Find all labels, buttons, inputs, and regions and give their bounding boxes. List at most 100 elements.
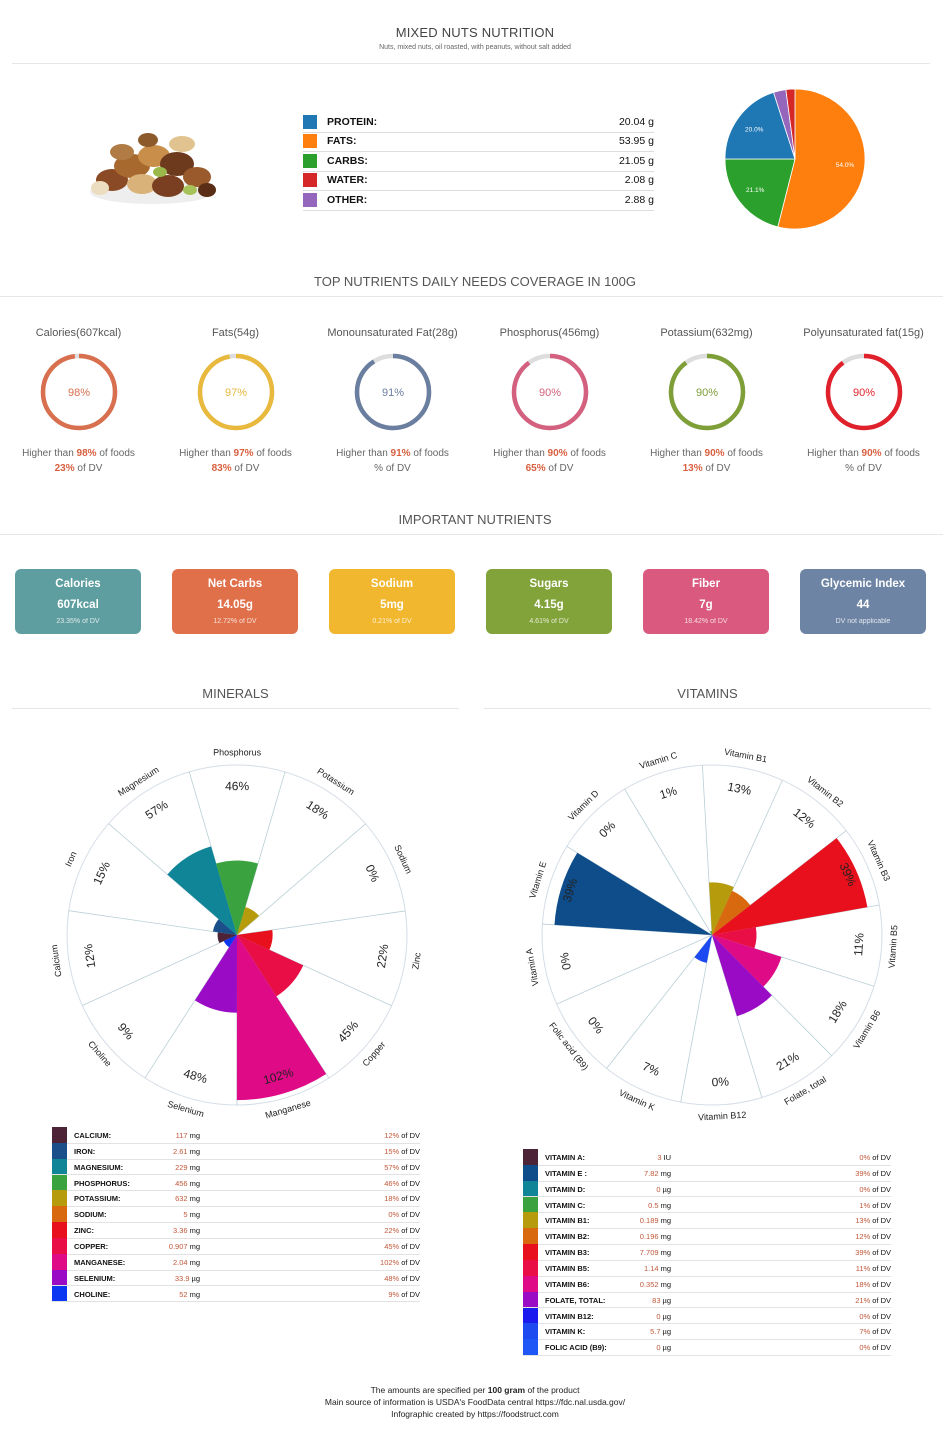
- nutrient-name: PHOSPHORUS:: [74, 1178, 130, 1188]
- coverage-label: Monounsaturated Fat(28g): [327, 327, 458, 339]
- polar-axis-label: Vitamin B12: [698, 1110, 747, 1123]
- coverage-percent: 98%: [67, 387, 89, 399]
- nutrient-amount: 0.352 mg: [639, 1279, 671, 1289]
- nutrient-card: Glycemic Index 44 DV not applicable: [800, 569, 926, 634]
- nutrient-dv: 18% of DV: [384, 1194, 420, 1204]
- macro-value: 2.08 g: [624, 174, 654, 187]
- nutrient-amount: 229 mg: [175, 1162, 200, 1172]
- coverage-dv-line: 65% of DV: [525, 463, 574, 474]
- polar-axis-label: Copper: [361, 1039, 388, 1068]
- row-swatch: [523, 1307, 538, 1324]
- pie-slice-label: 21.1%: [746, 187, 765, 194]
- coverage-item: Monounsaturated Fat(28g) 91% Higher than 9…: [314, 327, 471, 474]
- polar-value-label: 0%: [362, 862, 382, 884]
- polar-value-label: 9%: [115, 1020, 137, 1043]
- polar-value-label: 21%: [774, 1049, 802, 1074]
- nutrient-row: COPPER: 0.907 mg 45% of DV: [52, 1237, 420, 1255]
- card-dv: 18.42% of DV: [684, 618, 728, 625]
- coverage-rank-line: Higher than 98% of foods: [22, 448, 135, 459]
- coverage-item: Polyunsaturated fat(15g) 90% Higher than 9…: [785, 327, 942, 474]
- divider: [484, 708, 931, 709]
- footer-line-3: Infographic created by https://foodstruc…: [391, 1409, 559, 1419]
- row-swatch: [52, 1174, 67, 1191]
- pie-slice: [724, 91, 796, 160]
- nutrient-row: SODIUM: 5 mg 0% of DV: [52, 1206, 420, 1224]
- nutrient-dv: 102% of DV: [380, 1257, 420, 1267]
- coverage-ring: 97%: [197, 353, 274, 431]
- nutrient-dv: 57% of DV: [384, 1162, 420, 1172]
- polar-axis-label: Vitamin C: [638, 750, 679, 771]
- nutrient-amount: 52 mg: [179, 1289, 200, 1299]
- polar-axis-label: Vitamin E: [527, 860, 548, 900]
- macro-value: 53.95 g: [618, 135, 654, 148]
- polar-axis-label: Vitamin B3: [865, 839, 892, 883]
- polar-axis-label: Phosphorus: [213, 747, 262, 757]
- nutrient-dv: 39% of DV: [855, 1248, 891, 1258]
- card-value: 14.05g: [217, 599, 253, 611]
- nutrient-card: Sugars 4.15g 4.61% of DV: [486, 569, 612, 634]
- nutrient-row: VITAMIN K: 5.7 µg 7% of DV: [523, 1323, 891, 1341]
- nutrient-row: VITAMIN A: 3 IU 0% of DV: [523, 1149, 891, 1166]
- polar-axis-label: Vitamin B2: [805, 774, 845, 809]
- card-dv: 23.35% of DV: [56, 618, 100, 625]
- nutrient-name: VITAMIN D:: [545, 1184, 586, 1194]
- nutrient-name: CALCIUM:: [74, 1131, 112, 1140]
- nutrient-amount: 0.5 mg: [648, 1200, 671, 1210]
- row-swatch: [52, 1127, 67, 1143]
- row-swatch: [52, 1269, 67, 1286]
- coverage-label: Calories(607kcal): [35, 327, 122, 339]
- macro-value: 20.04 g: [618, 116, 654, 128]
- nutrient-amount: 1.14 mg: [643, 1263, 671, 1273]
- page-title: MIXED NUTS NUTRITION: [395, 25, 555, 40]
- macro-name: PROTEIN:: [327, 116, 378, 128]
- row-swatch: [523, 1149, 538, 1165]
- nutrient-row: VITAMIN B2: 0.196 mg 12% of DV: [523, 1228, 891, 1246]
- coverage-item: Fats(54g) 97% Higher than 97% of foods 83% …: [157, 327, 314, 474]
- row-swatch: [523, 1275, 538, 1292]
- row-swatch: [52, 1142, 67, 1159]
- row-swatch: [523, 1228, 538, 1245]
- card-dv: 0.21% of DV: [372, 618, 412, 625]
- polar-wedge: [167, 846, 237, 935]
- macro-name: OTHER:: [327, 193, 368, 206]
- polar-wedge: [217, 932, 237, 944]
- nutrient-row: MANGANESE: 2.04 mg 102% of DV: [52, 1253, 420, 1271]
- divider: [12, 63, 930, 64]
- legend-swatch: [303, 173, 317, 188]
- polar-axis-label: Choline: [86, 1039, 114, 1069]
- nutrient-dv: 45% of DV: [384, 1241, 420, 1251]
- polar-wedge: [712, 935, 772, 1017]
- coverage-dv-line: 23% of DV: [54, 463, 103, 474]
- nutrient-name: MANGANESE:: [74, 1257, 126, 1267]
- polar-wedge: [712, 927, 757, 949]
- row-swatch: [523, 1180, 538, 1197]
- coverage-ring: 91%: [354, 353, 431, 431]
- polar-axis-label: Magnesium: [116, 765, 161, 799]
- macro-name: CARBS:: [327, 154, 368, 167]
- nutrient-name: POTASSIUM:: [74, 1194, 121, 1204]
- nutrient-dv: 12% of DV: [855, 1232, 891, 1242]
- nutrient-name: CHOLINE:: [74, 1289, 111, 1299]
- footer-line-2: Main source of information is USDA's Foo…: [324, 1397, 626, 1407]
- macro-legend-row: WATER: 2.08 g: [303, 171, 654, 192]
- nutrient-dv: 21% of DV: [855, 1295, 891, 1305]
- nutrient-amount: 3 IU: [657, 1153, 671, 1162]
- nutrient-dv: 9% of DV: [388, 1289, 420, 1299]
- nutrient-card: Sodium 5mg 0.21% of DV: [329, 569, 455, 634]
- row-swatch: [52, 1253, 67, 1270]
- nutrient-name: COPPER:: [74, 1241, 109, 1251]
- row-swatch: [523, 1323, 538, 1340]
- coverage-rank-line: Higher than 90% of foods: [493, 448, 606, 459]
- page-subtitle: Nuts, mixed nuts, oil roasted, with pean…: [379, 44, 571, 51]
- coverage-item: Calories(607kcal) 98% Higher than 98% of f…: [0, 327, 157, 474]
- polar-value-label: 18%: [825, 997, 850, 1025]
- coverage-ring: 90%: [668, 353, 745, 431]
- polar-axis-label: Calcium: [49, 944, 64, 978]
- nutrient-amount: 0.189 mg: [639, 1216, 671, 1226]
- nutrient-name: VITAMIN B1:: [545, 1216, 590, 1226]
- polar-wedge: [212, 919, 237, 935]
- pie-slice: [777, 88, 866, 230]
- nutrient-row: MAGNESIUM: 229 mg 57% of DV: [52, 1158, 420, 1176]
- nutrient-dv: 11% of DV: [855, 1263, 891, 1273]
- card-value: 7g: [699, 599, 713, 611]
